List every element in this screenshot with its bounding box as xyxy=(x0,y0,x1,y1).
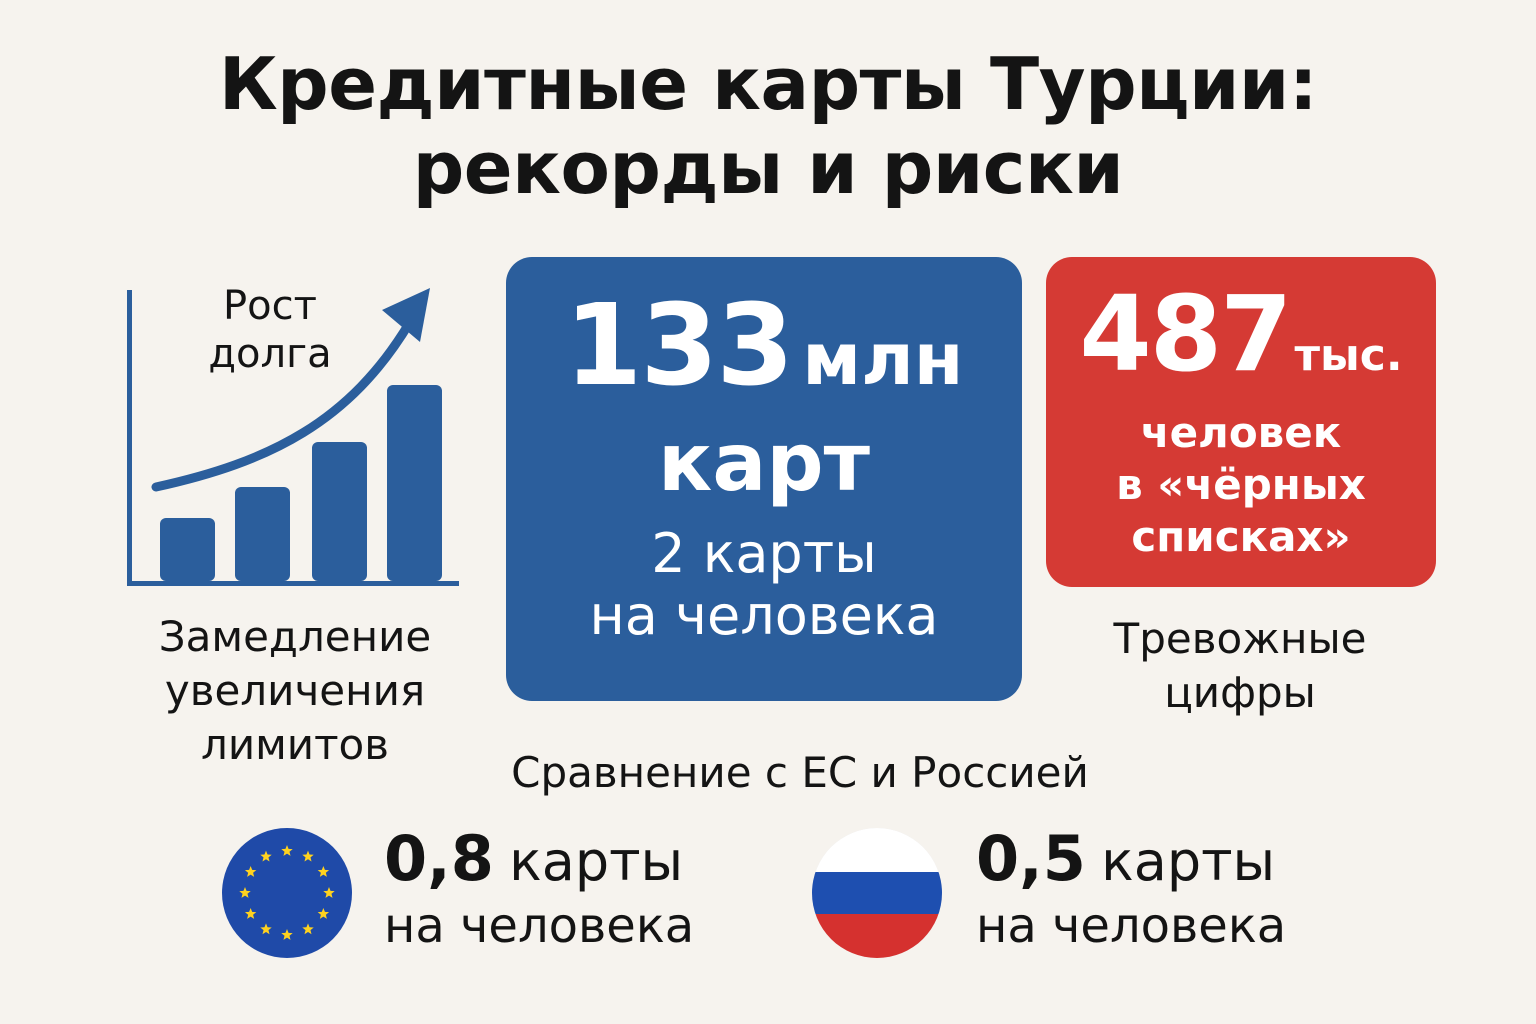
blacklist-line-3: списках» xyxy=(1131,512,1351,561)
cards-noun: карт xyxy=(658,416,870,509)
comparison-heading: Сравнение с ЕС и Россией xyxy=(511,748,1089,797)
blacklist-panel: 487тыс. человек в «чёрных списках» xyxy=(1046,257,1436,587)
chart-bar-1 xyxy=(160,518,215,581)
page-title: Кредитные карты Турции: рекорды и риски xyxy=(0,42,1536,210)
eu-star-icon xyxy=(260,850,272,862)
arrow-head-icon xyxy=(382,288,430,342)
russia-flag-icon xyxy=(812,828,942,958)
blacklist-line-2: в «чёрных xyxy=(1116,460,1366,509)
eu-star-icon xyxy=(281,845,293,856)
right-caption: Тревожные цифры xyxy=(1040,612,1440,720)
eu-star-icon xyxy=(317,908,330,919)
russia-stat: 0,5 карты на человека xyxy=(976,828,1376,957)
russia-stripes-icon xyxy=(812,828,942,958)
eu-star-icon xyxy=(302,923,314,935)
chart-bar-2 xyxy=(235,487,290,581)
blacklist-count-unit: тыс. xyxy=(1294,330,1403,381)
russia-stat-unit: карты xyxy=(1101,830,1276,893)
title-line-1: Кредитные карты Турции: xyxy=(218,42,1318,126)
eu-stat-unit: карты xyxy=(509,830,684,893)
eu-stat-per: на человека xyxy=(384,898,695,954)
blacklist-count-number: 487 xyxy=(1079,273,1292,395)
left-caption: Замедление увеличения лимитов xyxy=(95,610,495,772)
eu-stat-line-1: 0,8 карты xyxy=(384,828,784,895)
title-line-2: рекорды и риски xyxy=(412,126,1124,210)
eu-star-icon xyxy=(244,866,257,877)
chart-bar-4 xyxy=(387,385,442,581)
eu-flag-icon xyxy=(222,828,352,958)
blacklist-count: 487тыс. xyxy=(1046,273,1436,395)
debt-growth-chart: Рост долга xyxy=(120,282,470,592)
chart-label-line-2: долга xyxy=(208,331,332,377)
eu-star-icon xyxy=(260,923,272,935)
left-caption-line-2: увеличения xyxy=(164,666,426,715)
chart-label-line-1: Рост xyxy=(223,283,317,329)
eu-star-icon xyxy=(302,850,314,862)
russia-stat-line-1: 0,5 карты xyxy=(976,828,1376,895)
cards-per-person-line-2: на человека xyxy=(589,584,939,647)
chart-bar-3 xyxy=(312,442,367,581)
cards-count-number: 133 xyxy=(564,281,794,411)
eu-star-icon xyxy=(239,887,251,898)
right-caption-line-1: Тревожные xyxy=(1113,614,1367,663)
eu-star-icon xyxy=(317,866,330,877)
cards-per-person-line-1: 2 карты xyxy=(651,522,877,585)
eu-stat: 0,8 карты на человека xyxy=(384,828,784,957)
cards-count: 133 млн xyxy=(506,281,1022,411)
eu-star-icon xyxy=(244,908,257,919)
eu-star-icon xyxy=(281,929,293,940)
cards-count-panel: 133 млн карт 2 карты на человека xyxy=(506,257,1022,701)
eu-star-icon xyxy=(323,887,335,898)
left-caption-line-1: Замедление xyxy=(158,612,432,661)
eu-stat-value: 0,8 xyxy=(384,822,494,895)
blacklist-line-1: человек xyxy=(1140,408,1342,457)
rising-bar-chart-with-arrow-icon xyxy=(127,288,459,586)
russia-stat-per: на человека xyxy=(976,898,1287,954)
cards-per-person: 2 карты на человека xyxy=(506,523,1022,647)
growth-arrow-icon xyxy=(151,317,415,492)
cards-count-unit: млн xyxy=(802,317,964,401)
left-caption-line-3: лимитов xyxy=(200,720,390,769)
chart-label: Рост долга xyxy=(170,282,370,378)
blacklist-description: человек в «чёрных списках» xyxy=(1046,407,1436,563)
eu-stars-icon xyxy=(239,845,335,940)
right-caption-line-2: цифры xyxy=(1164,668,1316,717)
russia-stat-value: 0,5 xyxy=(976,822,1086,895)
